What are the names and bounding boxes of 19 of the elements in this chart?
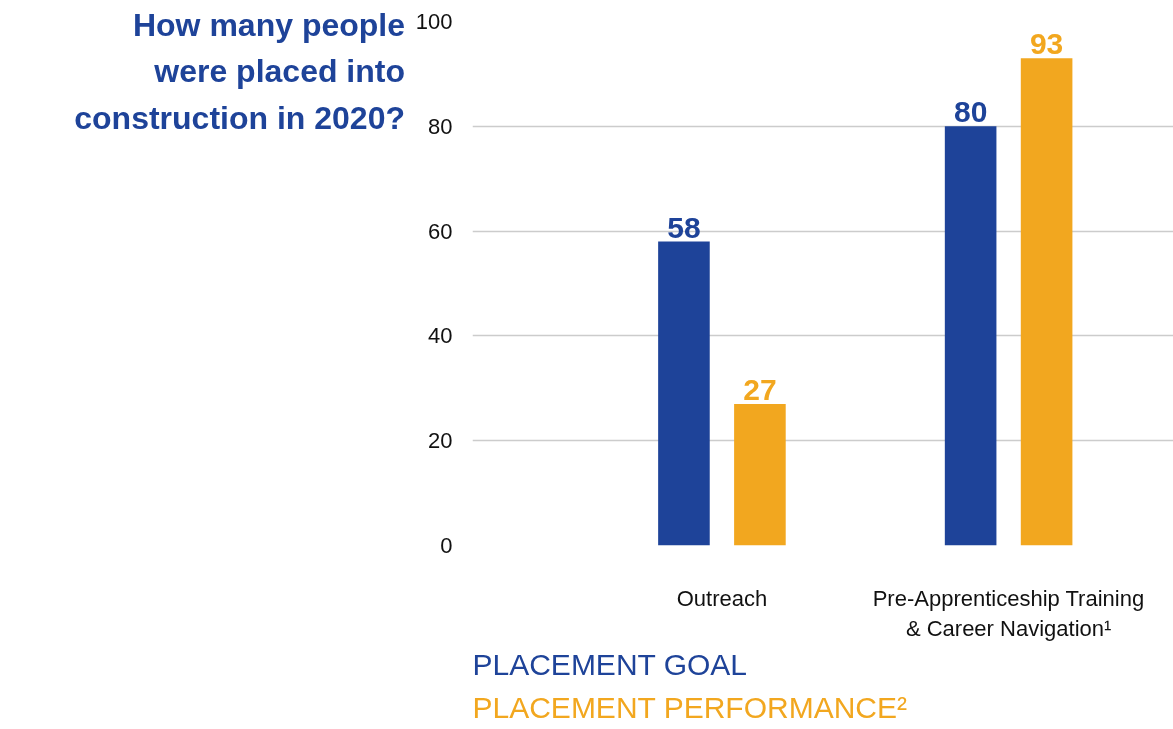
y-tick-label: 60 bbox=[428, 218, 453, 244]
y-tick-label: 100 bbox=[415, 9, 453, 34]
data-label: 80 bbox=[953, 95, 988, 129]
bar bbox=[1020, 58, 1073, 546]
bar bbox=[734, 404, 786, 546]
data-label: 58 bbox=[667, 210, 701, 244]
text: PLACEMENT GOAL bbox=[472, 647, 748, 681]
data-label: 27 bbox=[743, 373, 777, 407]
data-label: 93 bbox=[1029, 27, 1064, 61]
y-tick-label: 40 bbox=[428, 323, 453, 349]
text: How many people were placed into construction in 2020? bbox=[74, 6, 405, 138]
x-tick-label: Pre-Apprenticeship Training & Career Navigation¹ bbox=[872, 585, 1145, 641]
y-tick-label: 80 bbox=[428, 113, 453, 139]
bar bbox=[658, 241, 710, 546]
text: PLACEMENT PERFORMANCE² bbox=[472, 690, 908, 724]
y-tick-label: 0 bbox=[440, 533, 453, 558]
bar bbox=[944, 126, 997, 546]
y-tick-label: 20 bbox=[428, 428, 453, 454]
x-tick-label: Outreach bbox=[676, 585, 768, 611]
